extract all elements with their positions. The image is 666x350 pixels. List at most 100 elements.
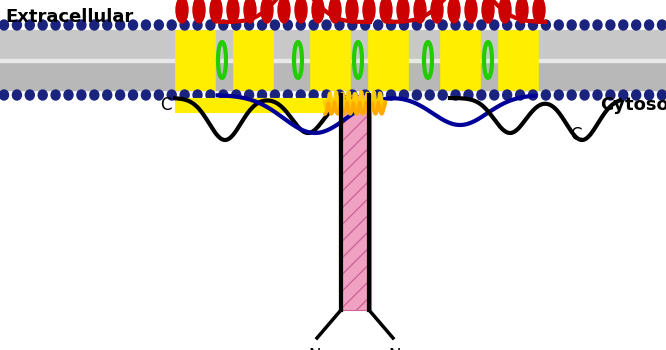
Ellipse shape [348, 20, 357, 30]
Ellipse shape [477, 20, 486, 30]
Ellipse shape [529, 90, 537, 100]
Ellipse shape [261, 0, 273, 23]
Ellipse shape [645, 90, 653, 100]
Ellipse shape [51, 20, 60, 30]
Ellipse shape [400, 20, 408, 30]
Ellipse shape [499, 0, 511, 23]
Ellipse shape [515, 20, 525, 30]
Ellipse shape [490, 90, 499, 100]
Ellipse shape [346, 0, 358, 23]
Ellipse shape [155, 20, 163, 30]
Ellipse shape [167, 20, 176, 30]
Ellipse shape [103, 90, 112, 100]
Ellipse shape [193, 90, 202, 100]
Text: C: C [570, 126, 581, 144]
Ellipse shape [155, 90, 163, 100]
Ellipse shape [90, 20, 99, 30]
Ellipse shape [529, 20, 537, 30]
Ellipse shape [244, 20, 254, 30]
Ellipse shape [448, 0, 460, 23]
Ellipse shape [283, 90, 292, 100]
Ellipse shape [0, 20, 9, 30]
Ellipse shape [227, 0, 239, 23]
Bar [0, 59, 666, 62]
Ellipse shape [451, 90, 460, 100]
Ellipse shape [13, 20, 21, 30]
Ellipse shape [541, 20, 550, 30]
Ellipse shape [412, 90, 422, 100]
Text: N: N [309, 347, 321, 350]
Ellipse shape [244, 90, 254, 100]
Ellipse shape [541, 90, 550, 100]
Text: Extracellular: Extracellular [5, 8, 133, 26]
Ellipse shape [312, 0, 324, 23]
Ellipse shape [567, 20, 576, 30]
Ellipse shape [322, 90, 331, 100]
Ellipse shape [258, 20, 266, 30]
Bar [310, 30, 350, 90]
Ellipse shape [193, 20, 202, 30]
Ellipse shape [335, 90, 344, 100]
Ellipse shape [400, 90, 408, 100]
Ellipse shape [232, 90, 240, 100]
Ellipse shape [451, 20, 460, 30]
Ellipse shape [657, 20, 666, 30]
Bar [175, 30, 215, 90]
Ellipse shape [503, 20, 511, 30]
Ellipse shape [438, 20, 447, 30]
Ellipse shape [503, 90, 511, 100]
Ellipse shape [438, 90, 447, 100]
Ellipse shape [270, 90, 280, 100]
Ellipse shape [232, 20, 240, 30]
Ellipse shape [329, 0, 341, 23]
Ellipse shape [206, 90, 215, 100]
Ellipse shape [412, 20, 422, 30]
Ellipse shape [464, 90, 473, 100]
Ellipse shape [348, 90, 357, 100]
Ellipse shape [380, 0, 392, 23]
Ellipse shape [64, 20, 73, 30]
Ellipse shape [361, 20, 370, 30]
Ellipse shape [296, 20, 305, 30]
Ellipse shape [13, 90, 21, 100]
Bar [0, 30, 666, 90]
Ellipse shape [64, 90, 73, 100]
Ellipse shape [619, 20, 628, 30]
Ellipse shape [219, 90, 228, 100]
Ellipse shape [141, 90, 151, 100]
Bar [175, 98, 360, 112]
Ellipse shape [141, 20, 151, 30]
Ellipse shape [593, 90, 602, 100]
Ellipse shape [322, 20, 331, 30]
Ellipse shape [116, 90, 125, 100]
Ellipse shape [258, 90, 266, 100]
Text: C: C [161, 96, 172, 114]
Ellipse shape [631, 90, 641, 100]
Ellipse shape [657, 90, 666, 100]
Ellipse shape [210, 0, 222, 23]
Ellipse shape [363, 0, 375, 23]
Ellipse shape [278, 0, 290, 23]
Ellipse shape [554, 90, 563, 100]
Ellipse shape [580, 20, 589, 30]
Ellipse shape [397, 0, 409, 23]
Ellipse shape [295, 0, 307, 23]
Ellipse shape [296, 90, 305, 100]
Ellipse shape [244, 0, 256, 23]
Ellipse shape [645, 20, 653, 30]
Ellipse shape [464, 20, 473, 30]
Ellipse shape [426, 90, 434, 100]
Ellipse shape [426, 20, 434, 30]
Ellipse shape [38, 20, 47, 30]
Ellipse shape [90, 90, 99, 100]
Ellipse shape [206, 20, 215, 30]
Ellipse shape [38, 90, 47, 100]
Ellipse shape [631, 20, 641, 30]
Ellipse shape [77, 90, 86, 100]
Ellipse shape [477, 90, 486, 100]
Ellipse shape [103, 20, 112, 30]
Ellipse shape [567, 90, 576, 100]
Ellipse shape [25, 20, 35, 30]
Ellipse shape [580, 90, 589, 100]
Ellipse shape [176, 0, 188, 23]
